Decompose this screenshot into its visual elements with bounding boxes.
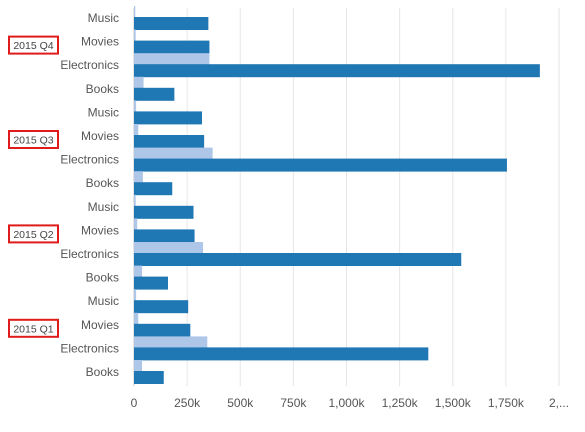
bar-light-2015-q2-music (134, 194, 136, 207)
x-tick-label: 500k (227, 396, 254, 410)
category-label: Music (88, 200, 119, 214)
group-label-box (8, 130, 59, 149)
bar-light-2015-q3-electronics (134, 147, 213, 160)
bar-dark-2015-q3-books (134, 182, 173, 196)
bar-dark-2015-q3-music (134, 111, 202, 125)
category-label: Electronics (60, 58, 119, 72)
group-label-text: 2015 Q3 (13, 135, 53, 147)
x-tick-label: 0 (131, 396, 138, 410)
group-label: 2015 Q3 (8, 130, 59, 149)
bar-dark-2015-q4-music (134, 17, 209, 30)
bar-light-2015-q3-movies (134, 124, 139, 136)
group-label-text: 2015 Q4 (13, 40, 53, 52)
bar-dark-2015-q2-music (134, 205, 194, 219)
bar-dark-2015-q3-electronics (134, 158, 507, 172)
bar-light-2015-q4-books (134, 76, 144, 89)
bar-light-2015-q4-music (134, 6, 136, 18)
category-label: Movies (81, 223, 119, 237)
bar-dark-2015-q2-movies (134, 229, 195, 243)
group-label: 2015 Q1 (8, 318, 59, 338)
category-label: Movies (81, 129, 119, 143)
group-label: 2015 Q2 (8, 224, 59, 244)
bar-dark-2015-q3-movies (134, 135, 205, 148)
bar-light-2015-q2-movies (134, 218, 138, 231)
bar-light-2015-q2-books (134, 265, 143, 278)
category-label: Music (88, 105, 119, 119)
group-label-box (8, 224, 59, 244)
category-label: Movies (81, 318, 119, 332)
category-label: Electronics (60, 247, 119, 261)
group-label-box (8, 35, 59, 55)
category-label: Music (88, 294, 119, 308)
category-label: Books (86, 365, 119, 379)
bar-light-2015-q1-electronics (134, 336, 208, 349)
category-label: Movies (81, 35, 119, 49)
category-label: Electronics (60, 153, 119, 167)
x-tick-label: 1,250k (382, 396, 419, 410)
group-label-text: 2015 Q1 (13, 323, 53, 335)
category-label: Books (86, 82, 119, 96)
bar-light-2015-q3-music (134, 100, 137, 113)
x-tick-label: 1,000k (328, 396, 365, 410)
bar-dark-2015-q1-books (134, 371, 164, 384)
x-tick-label: 2,... (549, 396, 569, 410)
bar-light-2015-q2-electronics (134, 242, 204, 254)
x-tick-label: 250k (174, 396, 201, 410)
bar-dark-2015-q4-books (134, 87, 175, 101)
category-label: Music (88, 11, 119, 25)
bar-light-2015-q1-books (134, 360, 143, 372)
bar-dark-2015-q2-books (134, 276, 168, 290)
bar-light-2015-q1-movies (134, 312, 139, 325)
bar-dark-2015-q4-movies (134, 40, 210, 54)
bar-dark-2015-q1-movies (134, 323, 191, 337)
category-label: Electronics (60, 341, 119, 355)
bar-light-2015-q4-movies (134, 29, 136, 42)
x-tick-label: 1,750k (488, 396, 525, 410)
x-tick-label: 750k (280, 396, 307, 410)
bar-dark-2015-q1-electronics (134, 347, 429, 361)
group-label-text: 2015 Q2 (13, 229, 53, 241)
group-label: 2015 Q4 (8, 35, 59, 55)
bar-dark-2015-q4-electronics (134, 64, 540, 78)
group-label-box (8, 318, 59, 338)
category-label: Books (86, 271, 119, 285)
x-tick-label: 1,500k (435, 396, 472, 410)
bar-light-2015-q4-electronics (134, 53, 210, 66)
bar-dark-2015-q2-electronics (134, 253, 462, 266)
category-label: Books (86, 176, 119, 190)
bar-dark-2015-q1-music (134, 300, 189, 314)
bar-light-2015-q1-music (134, 289, 137, 302)
bar-light-2015-q3-books (134, 171, 143, 184)
